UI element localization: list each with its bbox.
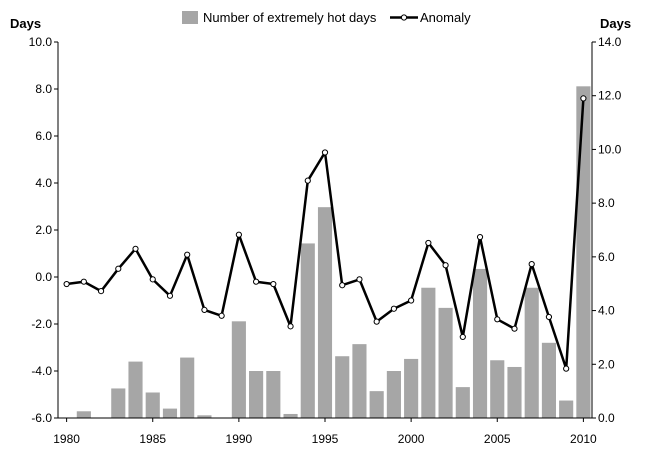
- x-tick-label: 1995: [312, 432, 339, 446]
- right-axis-ticks: 0.0 2.0 4.0 6.0 8.0 10.0 12.0 14.0: [592, 35, 622, 425]
- bar-2009: [559, 400, 574, 418]
- legend-bar-swatch: [182, 11, 198, 24]
- bar-2007: [524, 287, 539, 418]
- bar-1981: [76, 411, 91, 418]
- left-tick-label: 4.0: [35, 176, 52, 190]
- anomaly-point-2001: [425, 239, 432, 247]
- bar-1987: [180, 357, 195, 418]
- bar-1993: [283, 413, 298, 418]
- bar-1994: [300, 243, 315, 418]
- anomaly-point-1993: [287, 323, 294, 330]
- bar-1998: [369, 391, 384, 418]
- anomaly-point-1983: [115, 265, 122, 272]
- anomaly-point-2000: [408, 297, 415, 304]
- anomaly-point-2003: [459, 333, 466, 341]
- bar-1992: [266, 371, 281, 418]
- right-tick-label: 0.0: [598, 411, 615, 425]
- anomaly-point-2010: [580, 95, 587, 102]
- bar-2002: [438, 307, 453, 418]
- anomaly-point-1994: [304, 177, 311, 184]
- bar-series: [76, 86, 591, 419]
- bar-1986: [162, 408, 178, 418]
- bar-2004: [472, 268, 488, 418]
- anomaly-point-1989: [218, 312, 225, 319]
- bar-2010: [576, 86, 591, 419]
- anomaly-point-1992: [270, 280, 277, 288]
- bar-1997: [352, 344, 367, 418]
- anomaly-point-1986: [166, 292, 174, 299]
- right-tick-label: 6.0: [598, 250, 615, 264]
- anomaly-point-1980: [63, 280, 70, 288]
- bar-2005: [490, 360, 505, 418]
- anomaly-point-1985: [149, 276, 156, 283]
- legend-line-marker: [400, 14, 408, 21]
- bar-1988: [197, 415, 212, 418]
- anomaly-point-1999: [390, 305, 398, 312]
- anomaly-point-2009: [563, 365, 570, 372]
- bar-2001: [421, 287, 436, 418]
- bar-1984: [128, 361, 143, 418]
- legend-bar-label: Number of extremely hot days: [203, 10, 377, 25]
- x-tick-label: 1980: [53, 432, 80, 446]
- right-tick-label: 14.0: [598, 35, 622, 49]
- anomaly-point-1991: [252, 278, 260, 285]
- anomaly-point-2005: [494, 316, 501, 323]
- left-tick-label: -2.0: [31, 317, 52, 331]
- bar-1999: [386, 371, 401, 418]
- anomaly-point-1984: [132, 245, 139, 252]
- anomaly-point-2008: [545, 313, 553, 321]
- right-tick-label: 12.0: [598, 89, 622, 103]
- anomaly-point-1987: [184, 251, 191, 258]
- x-axis-ticks: 1980 1985 1990 1995 2000 2005 2010: [53, 418, 597, 446]
- anomaly-point-2007: [528, 260, 535, 268]
- right-axis-title: Days: [600, 16, 631, 31]
- anomaly-point-2004: [476, 233, 484, 241]
- anomaly-point-1997: [356, 276, 363, 283]
- left-tick-label: 6.0: [35, 129, 52, 143]
- bar-2006: [507, 366, 522, 418]
- anomaly-point-1981: [80, 278, 87, 285]
- anomaly-point-1982: [97, 288, 105, 295]
- anomaly-point-1995: [321, 149, 329, 156]
- right-tick-label: 8.0: [598, 196, 615, 210]
- right-tick-label: 4.0: [598, 304, 615, 318]
- bar-1995: [317, 207, 333, 418]
- left-tick-label: 0.0: [35, 270, 52, 284]
- left-tick-label: -6.0: [31, 411, 52, 425]
- x-tick-label: 1990: [226, 432, 253, 446]
- x-tick-label: 1985: [139, 432, 166, 446]
- bar-1990: [231, 321, 246, 418]
- left-axis-ticks: -6.0 -4.0 -2.0 0.0 2.0 4.0 6.0 8.0 10.0: [29, 35, 58, 425]
- right-tick-label: 10.0: [598, 142, 622, 156]
- left-tick-label: 8.0: [35, 82, 52, 96]
- bar-1996: [335, 356, 350, 418]
- line-series: [63, 95, 587, 372]
- bar-2008: [541, 342, 556, 418]
- bar-2000: [404, 358, 419, 418]
- anomaly-point-1990: [235, 231, 242, 238]
- left-tick-label: 10.0: [29, 35, 53, 49]
- bar-1985: [145, 392, 160, 418]
- legend-line-label: Anomaly: [420, 10, 471, 25]
- right-tick-label: 2.0: [598, 357, 615, 371]
- x-tick-label: 2005: [484, 432, 511, 446]
- anomaly-point-1996: [339, 282, 346, 289]
- anomaly-point-2002: [442, 262, 449, 269]
- bar-2003: [455, 387, 470, 418]
- left-tick-label: 2.0: [35, 223, 52, 237]
- bar-1991: [249, 371, 264, 418]
- anomaly-point-1988: [201, 306, 208, 313]
- anomaly-point-2006: [511, 325, 518, 332]
- anomaly-point-1998: [373, 318, 380, 325]
- left-axis-title: Days: [10, 16, 41, 31]
- x-tick-label: 2010: [570, 432, 597, 446]
- x-tick-label: 2000: [398, 432, 425, 446]
- bar-1983: [111, 388, 126, 418]
- legend: Number of extremely hot days Anomaly: [182, 10, 471, 25]
- left-tick-label: -4.0: [31, 364, 52, 378]
